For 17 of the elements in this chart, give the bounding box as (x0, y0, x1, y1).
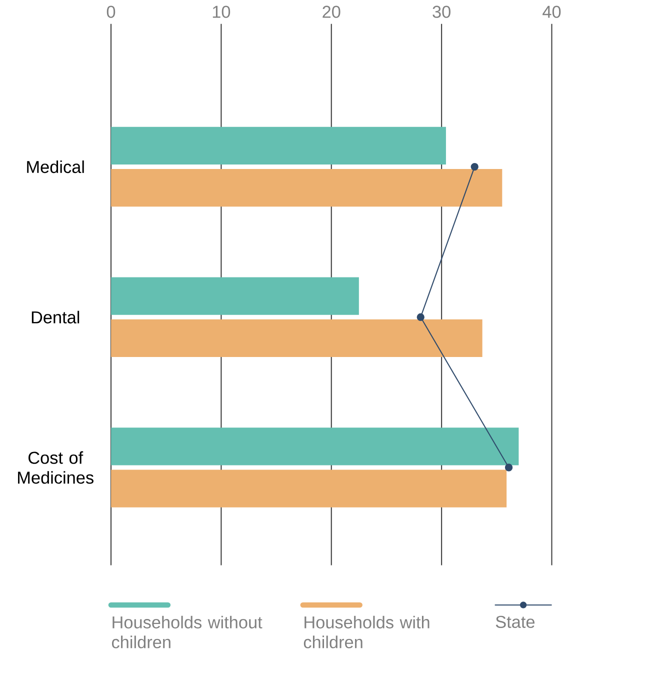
x-tick-label: 10 (213, 6, 230, 18)
legend-label: Households without children (112, 616, 262, 648)
x-tick-label: 0 (107, 6, 116, 18)
legend-label: State (496, 616, 535, 628)
bar (111, 319, 483, 357)
bar (111, 277, 360, 315)
y-tick-label: Cost of Medicines (18, 451, 94, 484)
y-tick-label: Medical (27, 160, 84, 174)
bar (111, 126, 446, 165)
x-tick-label: 20 (322, 6, 340, 18)
y-tick-label: Dental (32, 310, 80, 324)
legend-label: Households with children (304, 616, 430, 648)
bar (111, 470, 507, 508)
bar (111, 428, 519, 466)
bar (111, 169, 502, 207)
x-tick-label: 30 (432, 6, 451, 18)
x-tick-label: 40 (542, 6, 561, 18)
